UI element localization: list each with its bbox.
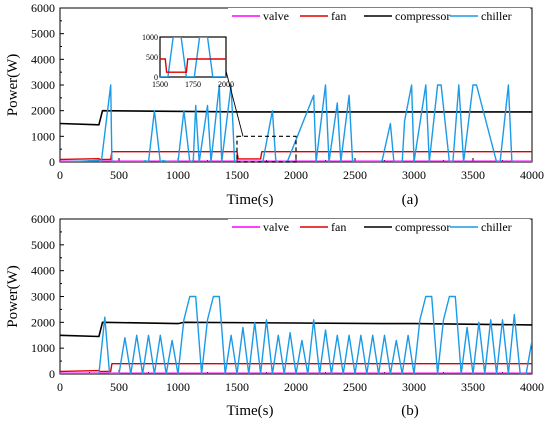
panel-label: (a) <box>402 192 419 208</box>
legend-label-fan: fan <box>331 9 346 23</box>
legend-label-valve: valve <box>263 220 289 234</box>
inset-x-tick-label: 1750 <box>185 80 201 89</box>
y-axis-label: Power(W) <box>5 265 21 327</box>
x-tick-label: 500 <box>110 380 128 394</box>
x-tick-label: 3500 <box>461 168 485 182</box>
y-tick-label: 1000 <box>31 129 55 143</box>
x-tick-label: 1500 <box>225 168 249 182</box>
x-tick-label: 1000 <box>166 168 190 182</box>
legend-label-compressor: compressor <box>395 220 450 234</box>
inset-x-tick-label: 2000 <box>218 80 234 89</box>
x-tick-label: 2000 <box>284 168 308 182</box>
zoom-connector-line <box>225 70 244 137</box>
x-tick-label: 3000 <box>402 168 426 182</box>
series-line-fan <box>60 150 532 161</box>
y-tick-label: 1000 <box>31 341 55 355</box>
y-tick-label: 5000 <box>31 27 55 41</box>
legend-label-fan: fan <box>331 220 346 234</box>
inset-x-tick-label: 1500 <box>152 80 168 89</box>
x-tick-label: 2500 <box>343 168 367 182</box>
y-tick-label: 2000 <box>31 104 55 118</box>
inset-y-tick-label: 500 <box>146 53 158 62</box>
y-tick-label: 6000 <box>31 212 55 226</box>
series-line-compressor <box>60 109 532 126</box>
y-tick-label: 0 <box>49 367 55 381</box>
x-tick-label: 4000 <box>520 380 544 394</box>
x-tick-label: 3000 <box>402 380 426 394</box>
x-tick-label: 1000 <box>166 380 190 394</box>
x-tick-label: 4000 <box>520 168 544 182</box>
chart-panel-a: 0 500 1000 1500 2000 2500 3000 3500 4000 0 1000 200… <box>5 1 544 208</box>
series-line-chiller <box>60 295 532 374</box>
series-group <box>60 295 532 374</box>
plot-area <box>59 218 533 375</box>
x-tick-label: 0 <box>57 380 63 394</box>
series-line-fan <box>60 363 532 373</box>
legend-label-valve: valve <box>263 9 289 23</box>
x-tick-label: 1500 <box>225 380 249 394</box>
x-tick-label: 500 <box>110 168 128 182</box>
y-tick-label: 0 <box>49 155 55 169</box>
series-group <box>60 84 532 162</box>
panel-label: (b) <box>401 403 419 419</box>
legend-label-chiller: chiller <box>481 220 512 234</box>
y-tick-label: 4000 <box>31 264 55 278</box>
y-tick-label: 4000 <box>31 52 55 66</box>
x-axis-label: Time(s) <box>227 192 274 208</box>
x-tick-label: 2000 <box>284 380 308 394</box>
inset-y-tick-label: 0 <box>154 73 158 82</box>
x-tick-label: 0 <box>57 168 63 182</box>
inset-chiller-line <box>160 37 226 77</box>
series-line-compressor <box>60 321 532 338</box>
legend-label-chiller: chiller <box>481 9 512 23</box>
y-tick-label: 3000 <box>31 290 55 304</box>
y-tick-label: 6000 <box>31 1 55 15</box>
y-axis-label: Power(W) <box>5 54 21 116</box>
x-tick-label: 2500 <box>343 380 367 394</box>
y-tick-label: 5000 <box>31 238 55 252</box>
inset-fan-line <box>160 58 226 73</box>
y-tick-label: 3000 <box>31 78 55 92</box>
x-tick-label: 3500 <box>461 380 485 394</box>
x-axis-label: Time(s) <box>227 403 274 419</box>
legend: valve fan compressor chiller <box>228 8 530 24</box>
y-tick-label: 2000 <box>31 315 55 329</box>
chart-panel-b: 0 500 1000 1500 2000 2500 3000 3500 4000 0 1000 200… <box>5 212 544 419</box>
series-line-chiller <box>60 84 532 162</box>
inset-y-tick-label: 1000 <box>142 33 158 42</box>
legend: valve fan compressor chiller <box>228 219 530 235</box>
zoom-region-box <box>236 135 297 163</box>
legend-label-compressor: compressor <box>395 9 450 23</box>
inset-zoom: 1500 1750 2000 0 500 1000 <box>142 33 297 163</box>
